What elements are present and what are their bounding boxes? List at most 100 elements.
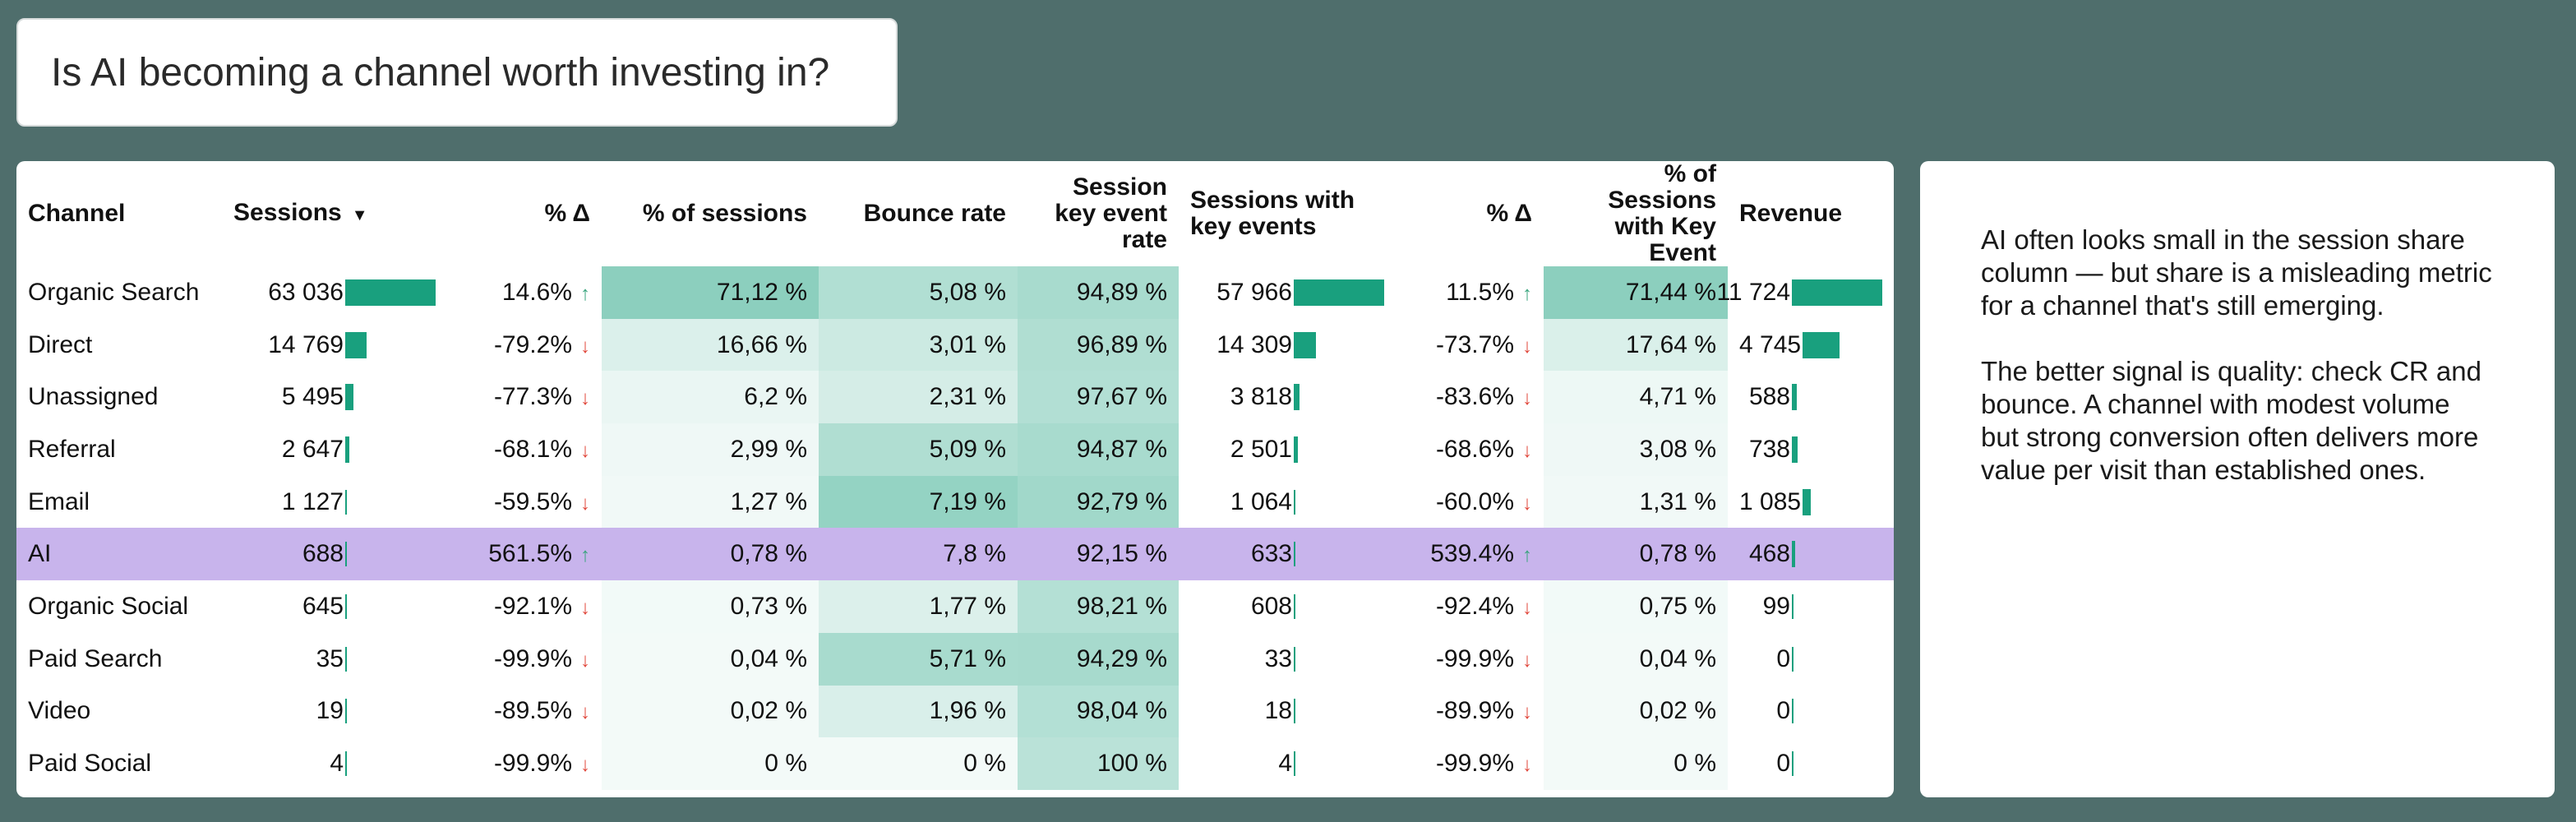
revenue-bar-track — [1792, 698, 1882, 724]
page-title: Is AI becoming a channel worth investing… — [51, 50, 830, 95]
ske-delta-value: -99.9% — [1435, 644, 1514, 672]
header-revenue[interactable]: Revenue — [1739, 200, 1843, 227]
table-row[interactable]: Email 1 127 -59.5% ↓ 1,27 % 7,19 % 92,79 % 1 06… — [16, 475, 1894, 529]
header-key-event-rate[interactable]: Session key event rate — [1055, 173, 1167, 253]
channel-name-cell: Paid Search — [16, 633, 222, 686]
sessions-cell: 2 647 — [222, 423, 447, 476]
sessions-delta-cell: -59.5% ↓ — [447, 476, 602, 529]
table-row[interactable]: Unassigned 5 495 -77.3% ↓ 6,2 % 2,31 % 97,67 %… — [16, 371, 1894, 424]
ske-delta-cell: -68.6% ↓ — [1396, 423, 1544, 476]
revenue-bar — [1803, 488, 1812, 515]
sessions-key-events-bar — [1294, 646, 1295, 672]
arrow-down-icon: ↓ — [580, 754, 590, 777]
sessions-delta-value: -99.9% — [493, 644, 572, 672]
channel-name: Direct — [28, 330, 93, 358]
header-sessions-key-events[interactable]: Sessions with key events — [1190, 187, 1355, 240]
revenue-bar — [1792, 541, 1795, 568]
pct-sessions-cell: 0,78 % — [602, 528, 819, 581]
channel-table: Channel Sessions ▼ % Δ % of sessions Boun… — [16, 161, 1894, 790]
revenue-cell: 11 724 — [1716, 266, 1894, 319]
table-row[interactable]: Organic Social 645 -92.1% ↓ 0,73 % 1,77 % 98,2… — [16, 580, 1894, 633]
sessions-key-events-bar — [1294, 331, 1316, 358]
key-event-rate-value: 98,04 % — [1076, 697, 1167, 725]
pct-ske-value: 3,08 % — [1639, 435, 1716, 463]
header-sessions[interactable]: Sessions ▼ — [233, 198, 368, 226]
sessions-bar-track — [345, 279, 436, 306]
sessions-cell: 5 495 — [222, 371, 447, 423]
sort-desc-icon[interactable]: ▼ — [351, 206, 368, 224]
sessions-key-events-bar-track — [1294, 750, 1384, 777]
bounce-rate-cell: 7,19 % — [819, 475, 1018, 529]
sessions-value: 35 — [316, 644, 344, 672]
sessions-key-events-bar-track — [1294, 279, 1384, 306]
header-bounce-rate[interactable]: Bounce rate — [863, 200, 1006, 227]
sessions-cell: 63 036 — [222, 266, 447, 319]
sessions-delta-value: -59.5% — [493, 487, 572, 515]
sessions-delta-cell: -99.9% ↓ — [447, 737, 602, 790]
bounce-rate-cell: 3,01 % — [819, 318, 1018, 372]
table-row[interactable]: Organic Search 63 036 14.6% ↑ 71,12 % 5,08 % 9… — [16, 266, 1894, 319]
table-row[interactable]: Paid Social 4 -99.9% ↓ 0 % 0 % 100 % 4 -99.9% ↓ 0 … — [16, 737, 1894, 790]
pct-ske-cell: 71,44 % — [1544, 266, 1728, 319]
sessions-bar — [345, 489, 347, 515]
sessions-delta-value: -77.3% — [493, 383, 572, 411]
table-row[interactable]: Direct 14 769 -79.2% ↓ 16,66 % 3,01 % 96,89 % 1… — [16, 318, 1894, 372]
arrow-down-icon: ↓ — [1522, 701, 1532, 724]
sessions-bar-track — [345, 541, 436, 567]
sessions-bar — [345, 436, 349, 463]
sessions-delta-cell: -92.1% ↓ — [447, 580, 602, 633]
table-row[interactable]: Paid Search 35 -99.9% ↓ 0,04 % 5,71 % 94,29 % 3… — [16, 632, 1894, 686]
ske-delta-cell: -99.9% ↓ — [1396, 633, 1544, 686]
sessions-bar — [345, 699, 347, 724]
sessions-delta-value: -99.9% — [493, 750, 572, 778]
sessions-key-events-cell: 33 — [1179, 633, 1396, 686]
revenue-bar-track — [1803, 488, 1882, 515]
header-pct-sessions[interactable]: % of sessions — [642, 200, 807, 227]
arrow-down-icon: ↓ — [1522, 492, 1532, 515]
sessions-delta-value: 561.5% — [488, 540, 572, 568]
header-channel[interactable]: Channel — [28, 200, 126, 227]
bounce-rate-value: 3,01 % — [929, 330, 1006, 358]
sessions-bar-track — [345, 436, 436, 463]
pct-sessions-value: 0,78 % — [730, 540, 807, 568]
bounce-rate-cell: 5,08 % — [819, 266, 1018, 319]
channel-name: Paid Social — [28, 750, 152, 778]
pct-ske-value: 71,44 % — [1625, 278, 1716, 306]
key-event-rate-cell: 98,21 % — [1018, 580, 1179, 633]
sessions-delta-cell: -89.5% ↓ — [447, 686, 602, 738]
header-sessions-delta[interactable]: % Δ — [544, 200, 590, 227]
revenue-value: 468 — [1748, 540, 1790, 568]
header-ske-delta[interactable]: % Δ — [1486, 200, 1532, 227]
sessions-key-events-cell: 57 966 — [1179, 266, 1396, 319]
arrow-down-icon: ↓ — [580, 492, 590, 515]
sessions-key-events-value: 18 — [1264, 697, 1292, 725]
table-row[interactable]: Video 19 -89.5% ↓ 0,02 % 1,96 % 98,04 % 18 -89.9… — [16, 685, 1894, 738]
sessions-bar — [345, 331, 367, 358]
insight-note-card: AI often looks small in the session shar… — [1920, 161, 2555, 797]
sessions-delta-value: -79.2% — [493, 330, 572, 358]
table-row[interactable]: Referral 2 647 -68.1% ↓ 2,99 % 5,09 % 94,87 % 2… — [16, 423, 1894, 476]
sessions-key-events-cell: 2 501 — [1179, 423, 1396, 476]
sessions-value: 645 — [302, 592, 344, 620]
sessions-bar-track — [345, 593, 436, 620]
key-event-rate-value: 92,15 % — [1076, 540, 1167, 568]
bounce-rate-value: 1,77 % — [929, 592, 1006, 620]
key-event-rate-value: 94,87 % — [1076, 435, 1167, 463]
sessions-delta-value: -89.5% — [493, 697, 572, 725]
table-row[interactable]: AI 688 561.5% ↑ 0,78 % 7,8 % 92,15 % 633 539.4% ↑… — [16, 528, 1894, 581]
sessions-bar — [345, 646, 347, 672]
key-event-rate-cell: 94,87 % — [1018, 423, 1179, 476]
sessions-key-events-bar — [1294, 279, 1384, 306]
sessions-key-events-value: 33 — [1264, 644, 1292, 672]
header-pct-ske[interactable]: % of Sessions with Key Event — [1608, 161, 1716, 266]
table-header-row: Channel Sessions ▼ % Δ % of sessions Boun… — [16, 161, 1894, 266]
revenue-value: 738 — [1748, 435, 1790, 463]
arrow-down-icon: ↓ — [1522, 596, 1532, 619]
pct-sessions-value: 0,02 % — [730, 697, 807, 725]
sessions-key-events-bar-track — [1294, 541, 1384, 567]
channel-name: Unassigned — [28, 383, 159, 411]
sessions-key-events-cell: 608 — [1179, 580, 1396, 633]
pct-ske-cell: 17,64 % — [1544, 318, 1728, 372]
key-event-rate-cell: 97,67 % — [1018, 371, 1179, 424]
pct-sessions-cell: 0,73 % — [602, 580, 819, 633]
